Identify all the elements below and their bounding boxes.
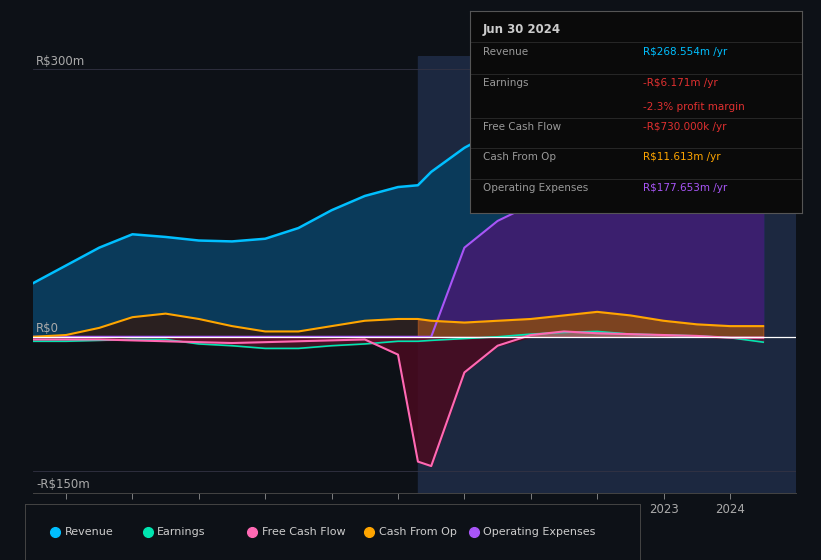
Text: Cash From Op: Cash From Op — [483, 152, 556, 162]
Text: Cash From Op: Cash From Op — [378, 527, 456, 537]
Text: Operating Expenses: Operating Expenses — [484, 527, 596, 537]
Text: Earnings: Earnings — [157, 527, 205, 537]
Text: Earnings: Earnings — [483, 78, 529, 88]
Text: R$177.653m /yr: R$177.653m /yr — [643, 183, 727, 193]
Text: Free Cash Flow: Free Cash Flow — [262, 527, 346, 537]
Text: Operating Expenses: Operating Expenses — [483, 183, 588, 193]
Text: Revenue: Revenue — [483, 48, 528, 58]
Text: R$0: R$0 — [36, 322, 59, 335]
Text: Revenue: Revenue — [65, 527, 113, 537]
Bar — [418, 56, 796, 493]
Text: R$268.554m /yr: R$268.554m /yr — [643, 48, 727, 58]
Text: -R$150m: -R$150m — [36, 478, 90, 491]
Text: -R$6.171m /yr: -R$6.171m /yr — [643, 78, 718, 88]
Text: Jun 30 2024: Jun 30 2024 — [483, 24, 561, 36]
Text: Free Cash Flow: Free Cash Flow — [483, 122, 561, 132]
Text: -2.3% profit margin: -2.3% profit margin — [643, 102, 745, 112]
Text: R$11.613m /yr: R$11.613m /yr — [643, 152, 720, 162]
Text: R$300m: R$300m — [36, 54, 85, 68]
Text: -R$730.000k /yr: -R$730.000k /yr — [643, 122, 726, 132]
